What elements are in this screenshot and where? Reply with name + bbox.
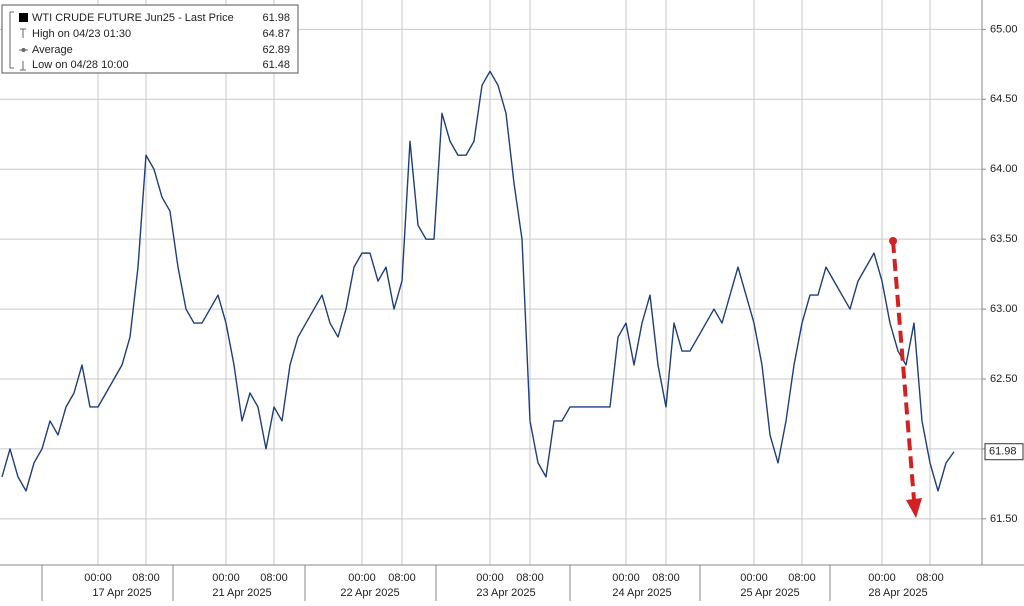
y-tick-label: 62.50 — [990, 373, 1018, 385]
x-tick-label: 00:00 — [868, 572, 896, 584]
y-tick-label: 61.50 — [990, 513, 1018, 525]
legend-swatch — [19, 13, 28, 22]
y-tick-label: 63.50 — [990, 233, 1018, 245]
legend-label: Low on 04/28 10:00 — [32, 59, 129, 71]
x-tick-label: 08:00 — [132, 572, 160, 584]
legend-label: Average — [32, 44, 73, 56]
x-date-label: 25 Apr 2025 — [740, 587, 799, 599]
legend-value: 61.98 — [262, 12, 290, 24]
x-tick-label: 00:00 — [612, 572, 640, 584]
legend-value: 61.48 — [262, 59, 290, 71]
x-tick-label: 08:00 — [516, 572, 544, 584]
legend-box — [1, 4, 299, 74]
x-tick-label: 08:00 — [652, 572, 680, 584]
day-separators — [41, 565, 831, 601]
y-tick-label: 63.00 — [990, 303, 1018, 315]
x-tick-label: 08:00 — [916, 572, 944, 584]
x-date-label: 17 Apr 2025 — [92, 587, 151, 599]
x-date-label: 21 Apr 2025 — [212, 587, 271, 599]
x-tick-label: 08:00 — [788, 572, 816, 584]
legend-value: 62.89 — [262, 44, 290, 56]
x-tick-label: 00:00 — [476, 572, 504, 584]
y-tick-label: 64.00 — [990, 163, 1018, 175]
x-tick-label: 08:00 — [260, 572, 288, 584]
legend-value: 64.87 — [262, 28, 290, 40]
legend-label: High on 04/23 01:30 — [32, 28, 131, 40]
legend-icons — [9, 11, 28, 71]
x-tick-label: 00:00 — [212, 572, 240, 584]
legend-label: WTI CRUDE FUTURE Jun25 - Last Price — [32, 12, 234, 24]
y-tick-label: 64.50 — [990, 93, 1018, 105]
x-tick-label: 00:00 — [84, 572, 112, 584]
last-price-label: 61.98 — [989, 446, 1017, 458]
y-tick-label: 65.00 — [990, 23, 1018, 35]
legend: WTI CRUDE FUTURE Jun25 - Last Price 61.9… — [1, 4, 299, 74]
x-date-label: 24 Apr 2025 — [612, 587, 671, 599]
last-price-box — [984, 443, 1024, 461]
annotation-arrow — [889, 237, 922, 518]
x-tick-label: 08:00 — [388, 572, 416, 584]
x-date-label: 22 Apr 2025 — [340, 587, 399, 599]
x-tick-label: 00:00 — [740, 572, 768, 584]
x-date-label: 28 Apr 2025 — [868, 587, 927, 599]
marks — [1, 70, 955, 492]
price-line — [1, 70, 955, 492]
x-date-label: 23 Apr 2025 — [476, 587, 535, 599]
x-tick-label: 00:00 — [348, 572, 376, 584]
